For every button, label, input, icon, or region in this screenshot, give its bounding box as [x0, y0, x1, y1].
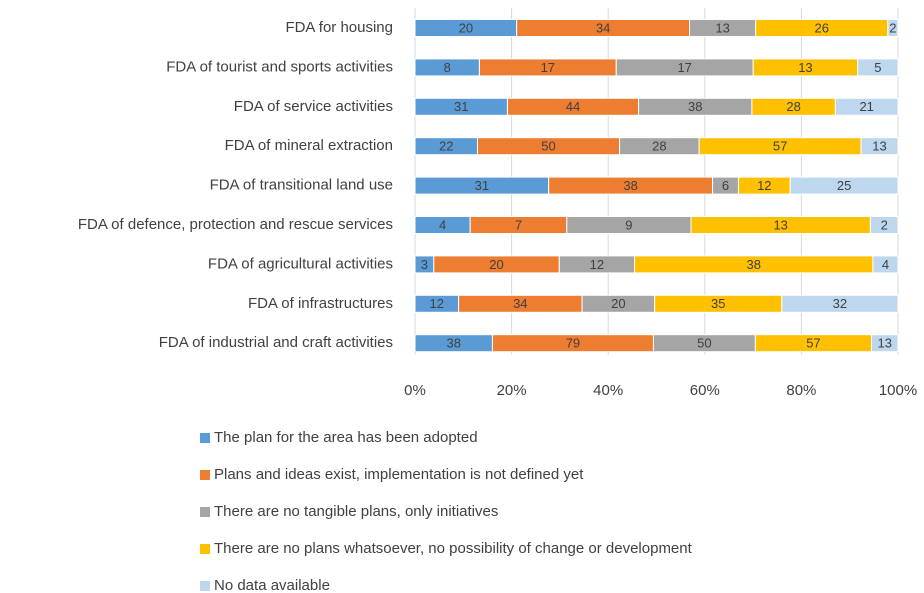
- data-label: 9: [625, 217, 632, 232]
- bar-segment: [857, 58, 899, 77]
- legend-swatch: [200, 544, 210, 554]
- legend-swatch: [200, 433, 210, 443]
- data-label: 79: [566, 336, 580, 351]
- data-label: 20: [459, 20, 473, 35]
- data-label: 5: [874, 60, 881, 75]
- y-tick-label: FDA of service activities: [234, 98, 393, 115]
- data-label: 17: [677, 60, 691, 75]
- data-label: 20: [611, 296, 625, 311]
- data-label: 34: [596, 20, 610, 35]
- data-label: 50: [541, 139, 555, 154]
- x-tick-label: 60%: [690, 382, 720, 399]
- data-label: 38: [746, 257, 760, 272]
- data-label: 25: [837, 178, 851, 193]
- bar-segment: [887, 19, 899, 37]
- x-tick-label: 100%: [879, 382, 917, 399]
- data-label: 13: [878, 336, 892, 351]
- y-tick-label: FDA of industrial and craft activities: [159, 334, 393, 351]
- data-label: 57: [806, 336, 820, 351]
- legend-swatch: [200, 581, 210, 591]
- data-label: 4: [882, 257, 889, 272]
- y-tick-label: FDA of tourist and sports activities: [166, 58, 393, 75]
- y-tick-label: FDA of defence, protection and rescue se…: [78, 216, 393, 233]
- data-label: 38: [688, 99, 702, 114]
- data-label: 7: [515, 217, 522, 232]
- data-label: 35: [711, 296, 725, 311]
- legend-swatch: [200, 507, 210, 517]
- data-label: 4: [439, 217, 446, 232]
- data-label: 31: [454, 99, 468, 114]
- bar-segment: [834, 97, 899, 116]
- legend-swatch: [200, 470, 210, 480]
- data-label: 13: [872, 139, 886, 154]
- bar-segment: [872, 255, 899, 274]
- data-label: 12: [590, 257, 604, 272]
- data-label: 28: [652, 139, 666, 154]
- bar-segment: [789, 176, 899, 195]
- legend-label: There are no tangible plans, only initia…: [214, 503, 498, 520]
- legend-label: There are no plans whatsoever, no possib…: [214, 540, 693, 557]
- data-label: 6: [722, 178, 729, 193]
- data-label: 20: [489, 257, 503, 272]
- x-tick-label: 20%: [497, 382, 527, 399]
- data-label: 13: [798, 60, 812, 75]
- bar-segment: [869, 216, 899, 234]
- data-label: 2: [881, 217, 888, 232]
- data-label: 44: [566, 99, 580, 114]
- y-tick-label: FDA of infrastructures: [248, 295, 393, 312]
- x-tick-label: 80%: [786, 382, 816, 399]
- data-label: 31: [475, 178, 489, 193]
- data-label: 2: [889, 20, 896, 35]
- data-label: 34: [513, 296, 527, 311]
- data-label: 38: [446, 336, 460, 351]
- y-tick-label: FDA of transitional land use: [210, 177, 393, 194]
- y-tick-label: FDA of agricultural activities: [208, 255, 393, 272]
- data-label: 8: [444, 60, 451, 75]
- data-label: 12: [757, 178, 771, 193]
- y-tick-label: FDA of mineral extraction: [225, 137, 393, 154]
- data-label: 13: [715, 20, 729, 35]
- x-tick-label: 0%: [404, 382, 426, 399]
- x-tick-label: 40%: [593, 382, 623, 399]
- data-label: 38: [623, 178, 637, 193]
- bar-segment: [781, 294, 899, 313]
- data-label: 3: [421, 257, 428, 272]
- data-label: 32: [833, 296, 847, 311]
- data-label: 13: [773, 217, 787, 232]
- legend-label: The plan for the area has been adopted: [214, 429, 478, 446]
- bar-segment: [860, 137, 899, 156]
- data-label: 22: [439, 139, 453, 154]
- bar-segment: [871, 334, 899, 353]
- data-label: 28: [786, 99, 800, 114]
- legend-label: No data available: [214, 577, 330, 593]
- legend-label: Plans and ideas exist, implementation is…: [214, 466, 584, 483]
- data-label: 57: [773, 139, 787, 154]
- y-tick-label: FDA for housing: [285, 19, 393, 36]
- data-label: 12: [430, 296, 444, 311]
- data-label: 50: [697, 336, 711, 351]
- data-label: 17: [541, 60, 555, 75]
- data-label: 21: [859, 99, 873, 114]
- data-label: 26: [815, 20, 829, 35]
